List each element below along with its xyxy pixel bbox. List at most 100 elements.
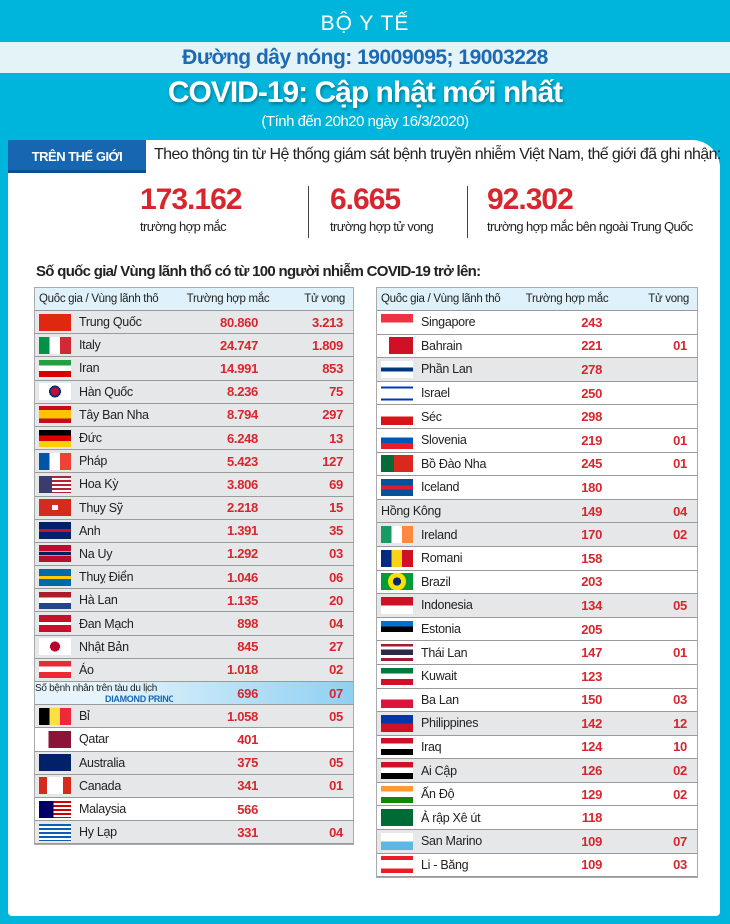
flag-be-icon xyxy=(39,707,71,725)
table-row: Bồ Đào Nha 245 01 xyxy=(377,453,697,477)
country-cell: Số bệnh nhân trên tàu du lịch DIAMOND PRI… xyxy=(35,683,173,704)
country-cell: Malaysia xyxy=(35,800,173,818)
country-cell: Séc xyxy=(377,408,507,426)
table-row: Qatar 401 xyxy=(35,728,353,752)
country-name: Estonia xyxy=(421,622,461,637)
country-name: Singapore xyxy=(421,315,476,330)
cases-cell: 401 xyxy=(237,731,258,747)
country-name: Qatar xyxy=(79,732,109,747)
cases-cell: 80.860 xyxy=(220,314,258,330)
page-title: COVID-19: Cập nhật mới nhất xyxy=(167,76,563,109)
country-cell: Slovenia xyxy=(377,431,507,449)
deaths-cell: 15 xyxy=(329,500,343,516)
table-row: Ấn Độ 129 02 xyxy=(377,783,697,807)
flag-fr-icon xyxy=(39,452,71,470)
flag-my-icon xyxy=(39,800,71,818)
country-cell: Hồng Kông xyxy=(377,504,507,518)
country-cell: Canada xyxy=(35,777,173,795)
deaths-cell: 04 xyxy=(673,503,687,519)
country-cell: San Marino xyxy=(377,832,507,850)
table-row: Pháp 5.423 127 xyxy=(35,450,353,474)
country-cell: Brazil xyxy=(377,573,507,591)
deaths-cell: 75 xyxy=(329,384,343,400)
country-name: Hy Lạp xyxy=(79,825,117,840)
deaths-cell: 853 xyxy=(322,360,343,376)
country-name: Bồ Đào Nha xyxy=(421,456,487,471)
deaths-cell: 10 xyxy=(673,739,687,755)
country-name: Ba Lan xyxy=(421,692,459,707)
flag-eg-icon xyxy=(381,762,413,780)
country-name: Thuỵ Điển xyxy=(79,570,134,585)
country-cell: Ai Cập xyxy=(377,762,507,780)
flag-ph-icon xyxy=(381,714,413,732)
deaths-cell: 01 xyxy=(673,456,687,472)
table-row: Nhật Bản 845 27 xyxy=(35,635,353,659)
update-time: (Tính đến 20h20 ngày 16/3/2020) xyxy=(261,113,469,130)
stat-deaths: 6.665 trường hợp tử vong xyxy=(330,183,434,234)
cases-cell: 1.135 xyxy=(226,592,258,608)
table-row: Thái Lan 147 01 xyxy=(377,641,697,665)
flag-gr-icon xyxy=(39,823,71,841)
country-name: Ireland xyxy=(421,527,458,542)
deaths-cell: 01 xyxy=(673,645,687,661)
flag-cn-icon xyxy=(39,313,71,331)
table-row: Thuỵ Điển 1.046 06 xyxy=(35,566,353,590)
cases-cell: 3.806 xyxy=(226,476,258,492)
country-name: Na Uy xyxy=(79,546,113,561)
country-cell: Trung Quốc xyxy=(35,313,173,331)
deaths-cell: 02 xyxy=(673,786,687,802)
country-cell: Kuwait xyxy=(377,667,507,685)
country-cell: Israel xyxy=(377,384,507,402)
flag-bh-icon xyxy=(381,337,413,355)
table-header: Quốc gia / Vùng lãnh thổ Trường hợp mắc Tử… xyxy=(377,288,697,311)
country-name: Ấn Độ xyxy=(421,787,455,802)
table-row: Estonia 205 xyxy=(377,618,697,642)
right-country-table: Quốc gia / Vùng lãnh thổ Trường hợp mắc Tử… xyxy=(376,287,698,879)
country-name: Hồng Kông xyxy=(381,504,441,519)
country-cell: Romani xyxy=(377,549,507,567)
stat-label: trường hợp tử vong xyxy=(330,219,434,234)
deaths-cell: 05 xyxy=(673,597,687,613)
table-row: Ai Cập 126 02 xyxy=(377,759,697,783)
table-row: Na Uy 1.292 03 xyxy=(35,542,353,567)
country-cell: Hàn Quốc xyxy=(35,383,173,401)
table-row: Bahrain 221 01 xyxy=(377,335,697,359)
cases-cell: 1.046 xyxy=(226,569,258,585)
country-name: Australia xyxy=(79,755,125,770)
flag-ie-icon xyxy=(381,526,413,544)
flag-no-icon xyxy=(39,545,71,563)
cases-cell: 1.018 xyxy=(226,662,258,678)
cases-cell: 250 xyxy=(581,385,602,401)
country-cell: Đức xyxy=(35,429,173,447)
deaths-cell: 1.809 xyxy=(311,337,343,353)
country-cell: Qatar xyxy=(35,730,173,748)
world-tab: TRÊN THẾ GIỚI xyxy=(8,140,146,173)
country-name: Ai Cập xyxy=(421,763,457,778)
flag-pl-icon xyxy=(381,691,413,709)
table-row: Singapore 243 xyxy=(377,311,697,335)
stat-total-cases: 173.162 trường hợp mắc xyxy=(140,183,242,234)
deaths-cell: 13 xyxy=(329,430,343,446)
country-cell: Ả rập Xê út xyxy=(377,809,507,827)
table-row: Indonesia 134 05 xyxy=(377,594,697,618)
cases-cell: 8.794 xyxy=(226,407,258,423)
country-cell: Bỉ xyxy=(35,707,173,725)
deaths-cell: 05 xyxy=(329,755,343,771)
table-row: Tây Ban Nha 8.794 297 xyxy=(35,403,353,427)
deaths-cell: 01 xyxy=(673,432,687,448)
cases-cell: 203 xyxy=(581,574,602,590)
country-cell: Đan Mạch xyxy=(35,615,173,633)
cases-cell: 170 xyxy=(581,527,602,543)
table-row: Australia 375 05 xyxy=(35,751,353,775)
deaths-cell: 20 xyxy=(329,592,343,608)
cases-cell: 180 xyxy=(581,479,602,495)
cases-cell: 341 xyxy=(237,778,258,794)
country-cell: Iraq xyxy=(377,738,507,756)
country-name: Iran xyxy=(79,361,100,376)
table-row: Ba Lan 150 03 xyxy=(377,689,697,713)
table-row: Số bệnh nhân trên tàu du lịch DIAMOND PRI… xyxy=(35,682,353,706)
deaths-cell: 02 xyxy=(673,527,687,543)
country-name: Canada xyxy=(79,778,121,793)
deaths-cell: 02 xyxy=(673,763,687,779)
cases-cell: 150 xyxy=(581,692,602,708)
